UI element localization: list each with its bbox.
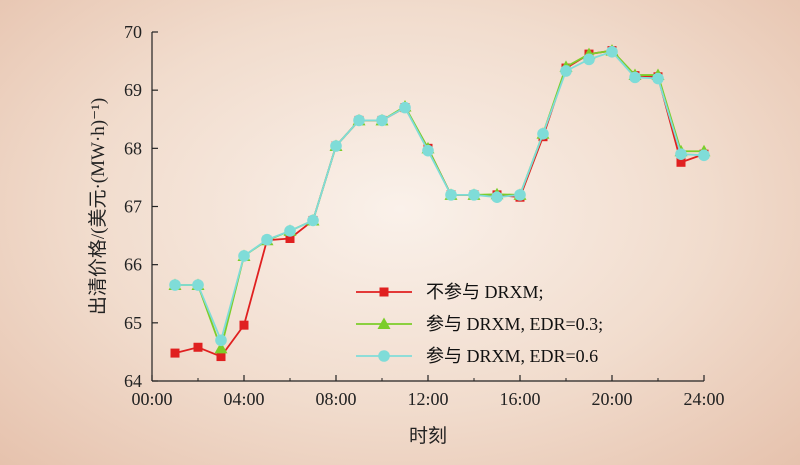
y-tick-label: 64 (124, 371, 142, 391)
x-axis-title: 时刻 (409, 425, 447, 447)
x-tick-label: 00:00 (131, 389, 172, 409)
circle-marker (652, 72, 664, 85)
circle-marker (307, 214, 319, 227)
axes: 00:00 04:00 08:00 12:00 16:00 20:00 24:00 64 65 6… (124, 22, 725, 409)
y-tick-label: 67 (124, 197, 142, 217)
circle-marker (514, 189, 526, 201)
series-line (174, 49, 705, 358)
circle-marker (376, 114, 388, 127)
x-tick-label: 08:00 (315, 389, 356, 409)
circle-marker (675, 148, 687, 160)
circle-marker (698, 149, 710, 162)
y-tick-label: 70 (124, 22, 142, 42)
circle-marker (468, 189, 480, 201)
legend-label: 参与 DRXM, EDR=0.3; (426, 314, 603, 334)
circle-marker (445, 189, 457, 201)
y-tick-label: 69 (124, 80, 142, 100)
circle-marker (169, 279, 181, 291)
y-tick-label: 66 (124, 255, 142, 275)
square-marker (239, 320, 249, 330)
circle-marker (560, 65, 572, 77)
circle-marker (629, 71, 641, 84)
circle-marker (378, 350, 390, 362)
legend: 不参与 DRXM; 参与 DRXM, EDR=0.3; 参与 DRXM, EDR=0… (356, 282, 603, 366)
circle-marker (353, 114, 365, 127)
x-tick-label: 16:00 (499, 389, 540, 409)
triangle-marker (214, 341, 228, 354)
circle-marker (422, 144, 434, 157)
legend-item: 不参与 DRXM; (356, 282, 544, 302)
circle-marker (399, 101, 411, 114)
x-tick-label: 04:00 (223, 389, 264, 409)
x-tick-label: 12:00 (407, 389, 448, 409)
circle-marker (284, 225, 296, 237)
legend-item: 参与 DRXM, EDR=0.3; (356, 314, 603, 334)
circle-marker (537, 127, 549, 140)
circle-marker (330, 140, 342, 152)
square-marker (285, 233, 295, 243)
legend-item: 参与 DRXM, EDR=0.6 (356, 346, 598, 366)
square-marker (379, 287, 389, 297)
series-layer (168, 44, 711, 362)
triangle-marker (377, 317, 391, 329)
series-line (175, 49, 704, 352)
legend-label: 不参与 DRXM; (426, 282, 544, 302)
square-marker (216, 352, 226, 362)
square-marker (193, 342, 203, 352)
circle-marker (192, 279, 204, 291)
legend-label: 参与 DRXM, EDR=0.6 (426, 346, 598, 366)
circle-marker (215, 334, 227, 347)
circle-marker (491, 191, 503, 203)
square-marker (170, 348, 180, 358)
y-tick-label: 65 (124, 313, 142, 333)
circle-marker (261, 233, 273, 246)
y-axis-title: 出清价格/(美元·(MW·h)⁻¹) (87, 98, 109, 315)
circle-marker (238, 250, 250, 262)
circle-marker (583, 53, 595, 66)
x-tick-label: 20:00 (591, 389, 632, 409)
circle-marker (606, 45, 618, 58)
y-tick-label: 68 (124, 138, 142, 158)
square-marker (676, 157, 686, 167)
x-tick-label: 24:00 (683, 389, 724, 409)
series-circle (169, 45, 710, 347)
